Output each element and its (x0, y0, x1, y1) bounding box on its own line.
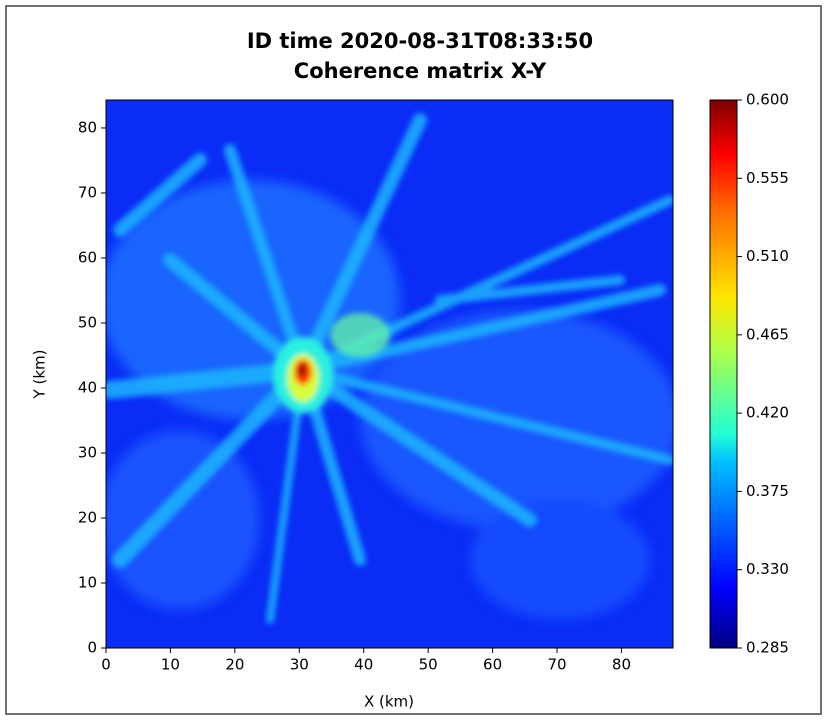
colorbar-tick-label: 0.510 (746, 247, 789, 265)
y-tick-label: 10 (78, 573, 97, 591)
x-tick-label: 30 (290, 656, 309, 674)
colorbar-tick-label: 0.375 (746, 482, 789, 500)
x-tick-label: 60 (483, 656, 502, 674)
contour-field (106, 100, 673, 648)
y-tick-label: 0 (87, 639, 97, 657)
colorbar (709, 99, 738, 649)
title: ID time 2020-08-31T08:33:50 (247, 29, 593, 53)
x-tick-label: 0 (101, 656, 111, 674)
y-tick-label: 70 (78, 183, 97, 201)
colorbar-tick-label: 0.420 (746, 404, 789, 422)
x-tick-label: 80 (612, 656, 631, 674)
frame (5, 5, 822, 715)
colorbar-tick-label: 0.600 (746, 91, 789, 109)
colorbar-tick-label: 0.555 (746, 169, 789, 187)
colorbar-tick-label: 0.330 (746, 560, 789, 578)
y-tick-label: 40 (78, 378, 97, 396)
y-axis-label: Y (km) (31, 350, 49, 400)
x-tick-label: 70 (547, 656, 566, 674)
plot-border (105, 99, 674, 649)
x-tick-label: 20 (225, 656, 244, 674)
colorbar-tick-label: 0.465 (746, 325, 789, 343)
y-tick-label: 60 (78, 248, 97, 266)
title: Coherence matrix X-Y (294, 59, 547, 83)
x-axis-label: X (km) (364, 693, 414, 711)
colorbar-tick-label: 0.285 (746, 639, 789, 657)
y-tick-label: 80 (78, 118, 97, 136)
x-tick-label: 10 (161, 656, 180, 674)
x-tick-label: 40 (354, 656, 373, 674)
y-tick-label: 50 (78, 313, 97, 331)
x-tick-label: 50 (419, 656, 438, 674)
y-tick-label: 20 (78, 508, 97, 526)
y-tick-label: 30 (78, 443, 97, 461)
